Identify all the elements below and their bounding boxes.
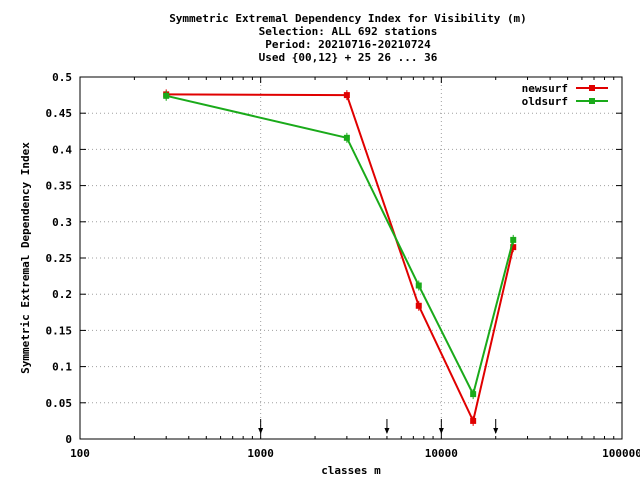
y-tick-label-6: 0.3 — [52, 216, 72, 229]
x-tick-label-0: 100 — [70, 447, 90, 460]
arrow-head — [384, 428, 390, 434]
y-tick-label-9: 0.45 — [46, 107, 73, 120]
arrow-head — [258, 428, 264, 434]
threshold-arrow-1 — [258, 419, 264, 434]
title-line-2: Selection: ALL 692 stations — [259, 25, 438, 38]
legend-marker-newsurf — [589, 85, 595, 91]
x-tick-label-1: 1000 — [247, 447, 274, 460]
title-line-4: Used {00,12} + 25 26 ... 36 — [259, 51, 438, 64]
title-line-3: Period: 20210716-20210724 — [265, 38, 431, 51]
y-tick-label-7: 0.35 — [46, 180, 73, 193]
y-tick-label-5: 0.25 — [46, 252, 73, 265]
legend-marker-oldsurf — [589, 98, 595, 104]
series-lines — [163, 89, 517, 426]
legend-label-newsurf: newsurf — [522, 82, 568, 95]
y-tick-label-1: 0.05 — [46, 397, 73, 410]
y-axis-label: Symmetric Extremal Dependency Index — [19, 142, 32, 374]
arrow-head — [493, 428, 499, 434]
chart-title: Symmetric Extremal Dependency Index for … — [169, 12, 527, 64]
y-tick-label-0: 0 — [65, 433, 72, 446]
y-tick-label-8: 0.4 — [52, 143, 72, 156]
x-tick-label-2: 10000 — [425, 447, 458, 460]
x-axis-label: classes m — [321, 464, 381, 477]
x-axis-ticks: 100 1000 10000 100000 — [70, 77, 640, 460]
title-line-1: Symmetric Extremal Dependency Index for … — [169, 12, 527, 25]
threshold-arrow-2 — [384, 419, 390, 434]
arrow-head — [438, 428, 444, 434]
threshold-arrows — [258, 419, 499, 434]
y-tick-label-2: 0.1 — [52, 361, 72, 374]
legend-label-oldsurf: oldsurf — [522, 95, 568, 108]
threshold-arrow-3 — [438, 419, 444, 434]
y-tick-label-3: 0.15 — [46, 324, 73, 337]
grid-lines — [80, 77, 622, 439]
y-axis-ticks: 0 0.05 0.1 0.15 0.2 0.25 0.3 0.35 0.4 0.45 0.5 — [46, 71, 622, 446]
series-line-oldsurf — [165, 94, 515, 397]
y-tick-label-10: 0.5 — [52, 71, 72, 84]
y-tick-label-4: 0.2 — [52, 288, 72, 301]
x-tick-label-3: 100000 — [602, 447, 640, 460]
threshold-arrow-4 — [493, 419, 499, 434]
